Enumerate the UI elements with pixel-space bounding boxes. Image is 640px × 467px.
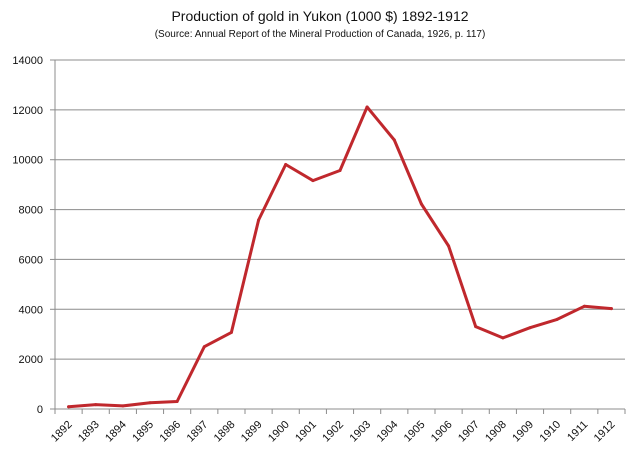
data-point <box>257 218 261 222</box>
y-tick-label: 4000 <box>19 304 43 316</box>
data-point <box>202 345 206 349</box>
x-tick-label: 1905 <box>402 419 428 445</box>
y-tick-label: 10000 <box>12 155 43 167</box>
data-point <box>501 336 505 340</box>
x-tick-label: 1898 <box>212 419 238 445</box>
x-tick-label: 1912 <box>592 419 618 445</box>
data-point <box>67 405 71 409</box>
x-tick-label: 1899 <box>239 419 265 445</box>
x-tick-label: 1907 <box>456 419 482 445</box>
data-point <box>365 105 369 109</box>
y-tick-label: 12000 <box>12 105 43 117</box>
chart-title: Production of gold in Yukon (1000 $) 189… <box>171 8 469 24</box>
data-point <box>582 304 586 308</box>
x-tick-label: 1903 <box>347 419 373 445</box>
x-tick-label: 1901 <box>293 419 319 445</box>
y-tick-label: 14000 <box>12 55 43 67</box>
x-tick-label: 1896 <box>157 419 183 445</box>
x-tick-label: 1902 <box>320 419 346 445</box>
x-tick-label: 1897 <box>185 419 211 445</box>
series-layer <box>67 105 613 409</box>
series-line <box>67 105 613 409</box>
x-tick-label: 1910 <box>537 419 563 445</box>
x-tick-label: 1908 <box>483 419 509 445</box>
data-point <box>121 404 125 408</box>
x-tick-label: 1894 <box>103 419 129 445</box>
data-point <box>148 401 152 405</box>
x-tick-label: 1895 <box>130 419 156 445</box>
data-point <box>474 325 478 329</box>
data-point <box>229 330 233 334</box>
data-point <box>528 326 532 330</box>
x-tick-label: 1906 <box>429 419 455 445</box>
y-tick-label: 6000 <box>19 254 43 266</box>
data-point <box>609 307 613 311</box>
data-point <box>419 202 423 206</box>
x-tick-label: 1893 <box>76 419 102 445</box>
axes <box>50 59 626 414</box>
data-point <box>284 163 288 166</box>
data-point <box>338 169 342 172</box>
gridlines <box>55 59 625 410</box>
data-point <box>447 244 451 248</box>
x-tick-label: 1892 <box>49 419 75 445</box>
y-tick-labels: 0 2000 4000 6000 8000 10000 12000 14000 <box>12 55 43 416</box>
chart-subtitle: (Source: Annual Report of the Mineral Pr… <box>154 29 486 40</box>
x-tick-label: 1911 <box>565 419 590 444</box>
data-point <box>555 317 559 321</box>
y-tick-label: 0 <box>37 404 43 416</box>
data-point <box>311 179 315 183</box>
y-tick-label: 8000 <box>19 205 43 217</box>
data-point <box>392 138 396 142</box>
x-tick-label: 1904 <box>375 419 401 445</box>
x-tick-label: 1900 <box>266 419 292 445</box>
x-tick-label: 1909 <box>510 419 536 445</box>
x-tick-labels: 1892 1893 1894 1895 1896 1897 1898 1899 1900 1901… <box>49 419 618 445</box>
data-point <box>94 403 98 407</box>
y-tick-label: 2000 <box>19 354 43 366</box>
data-point <box>175 400 179 403</box>
